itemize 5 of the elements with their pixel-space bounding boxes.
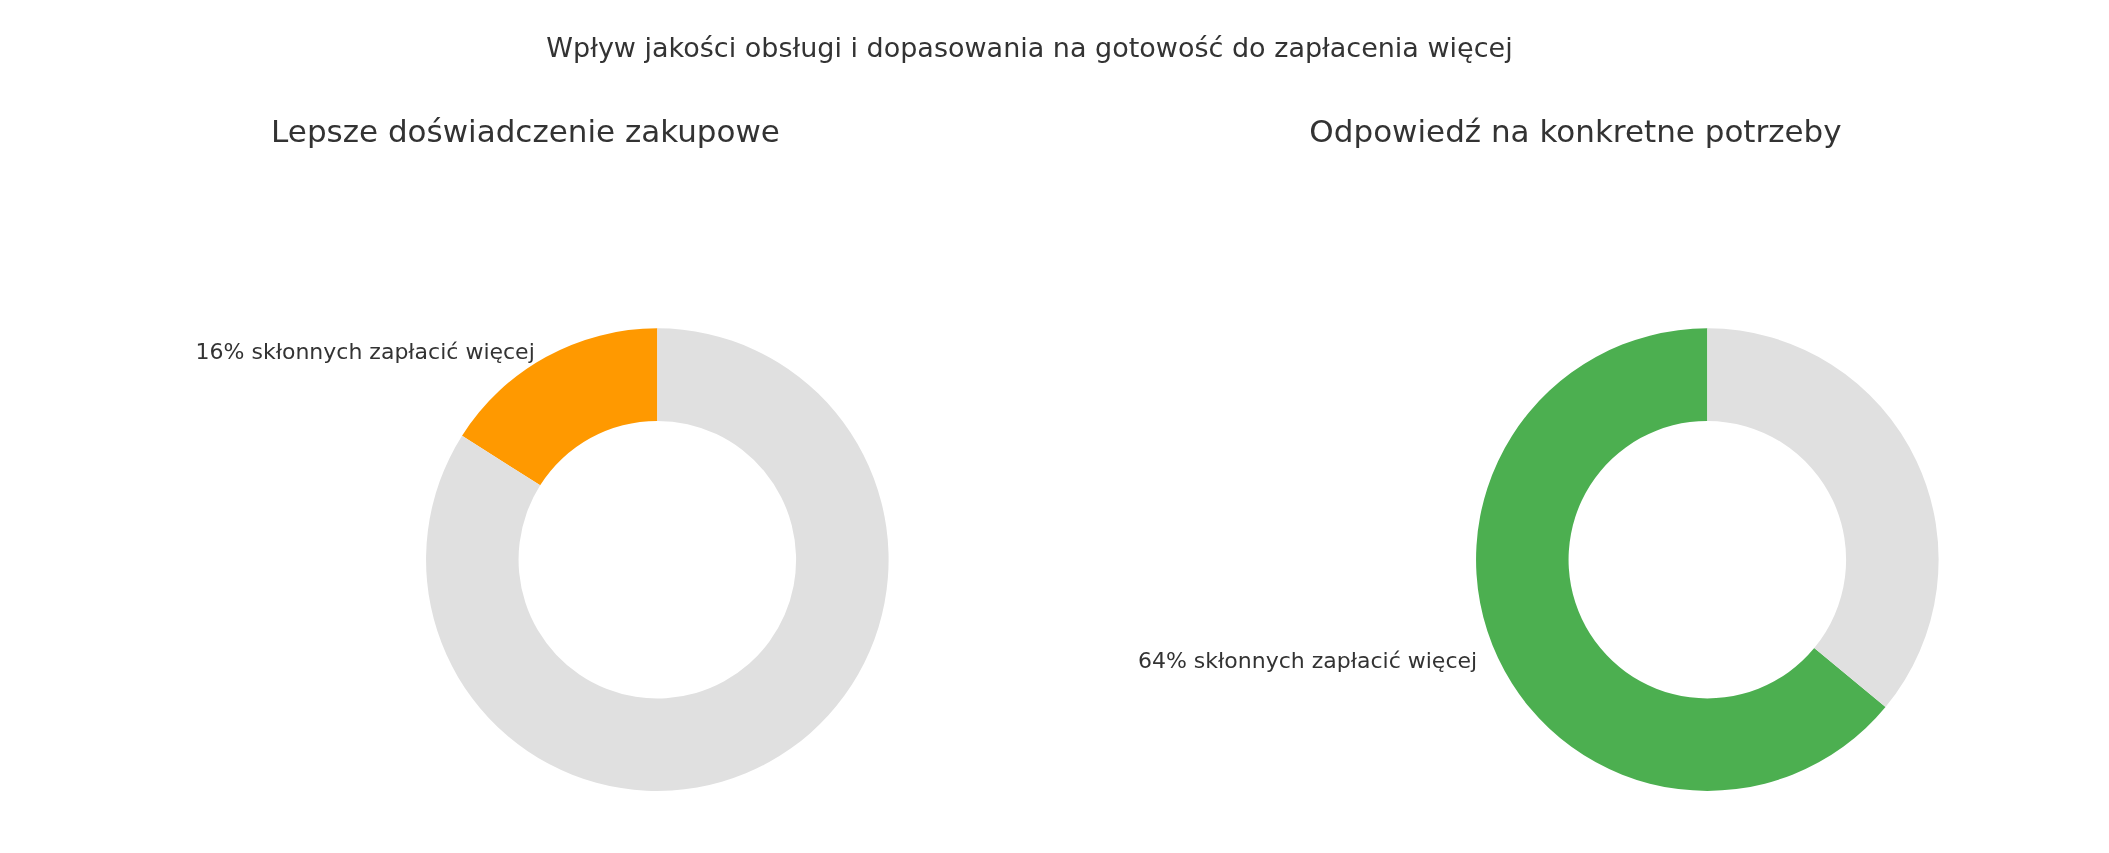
text: Wpływ jakości obsługi i dopasowania na gotowość do zapłacenia więcej bbox=[546, 32, 1513, 64]
slice-label: 16% skłonnych zapłacić więcej bbox=[195, 338, 535, 364]
chart-title: Odpowiedź na konkretne potrzeby bbox=[1309, 112, 1842, 149]
slice-label: 64% skłonnych zapłacić więcej bbox=[1137, 648, 1478, 674]
chart-title: Lepsze doświadczenie zakupowe bbox=[271, 112, 780, 149]
